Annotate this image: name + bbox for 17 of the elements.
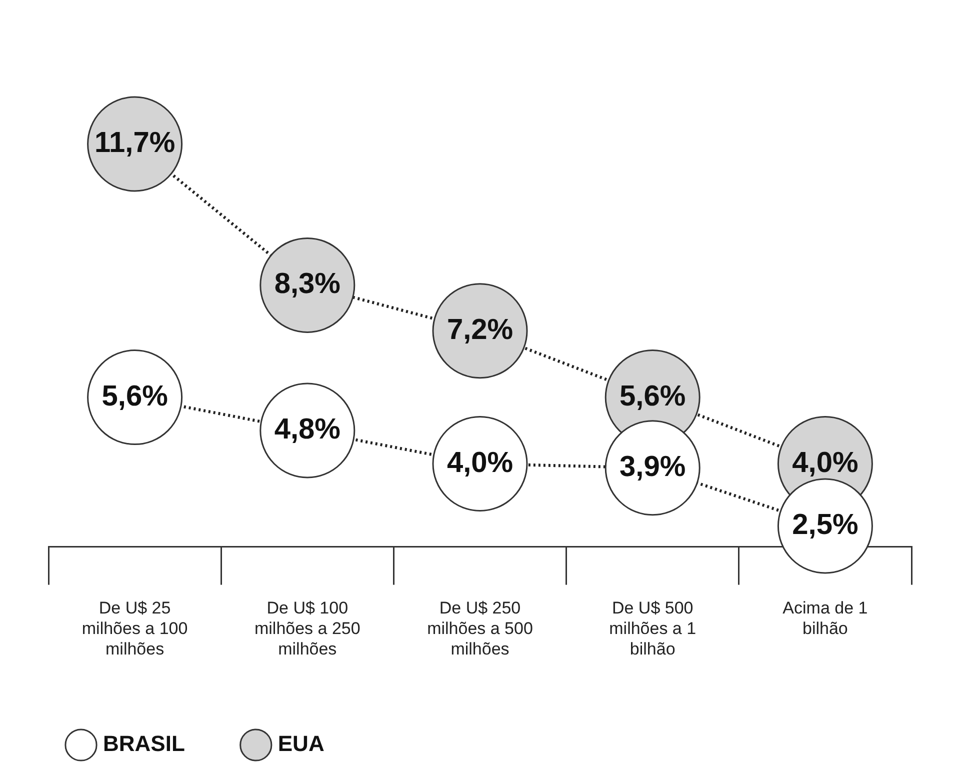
- data-label: 2,5%: [792, 509, 858, 542]
- data-label: 5,6%: [620, 380, 686, 412]
- data-label: 4,0%: [792, 446, 858, 479]
- data-label: 4,0%: [446, 446, 514, 479]
- x-tick-label: De U$ 500 milhões a 1 bilhão: [609, 598, 696, 658]
- x-tick-label: De U$ 250 milhões a 500 milhões: [427, 598, 533, 658]
- legend-label: BRASIL: [103, 731, 185, 756]
- data-label: 5,6%: [102, 380, 168, 412]
- data-label: 4,8%: [274, 414, 341, 446]
- data-label: 11,7%: [94, 127, 176, 160]
- x-tick-label: De U$ 100 milhões a 250 milhões: [254, 598, 360, 658]
- data-label: 7,2%: [446, 314, 514, 346]
- data-label: 8,3%: [274, 268, 341, 300]
- data-label: 3,9%: [620, 450, 686, 483]
- legend-label: EUA: [278, 731, 324, 756]
- x-tick-label: De U$ 25 milhões a 100 milhões: [82, 598, 188, 658]
- x-tick-label: Acima de 1 bilhão: [782, 598, 868, 638]
